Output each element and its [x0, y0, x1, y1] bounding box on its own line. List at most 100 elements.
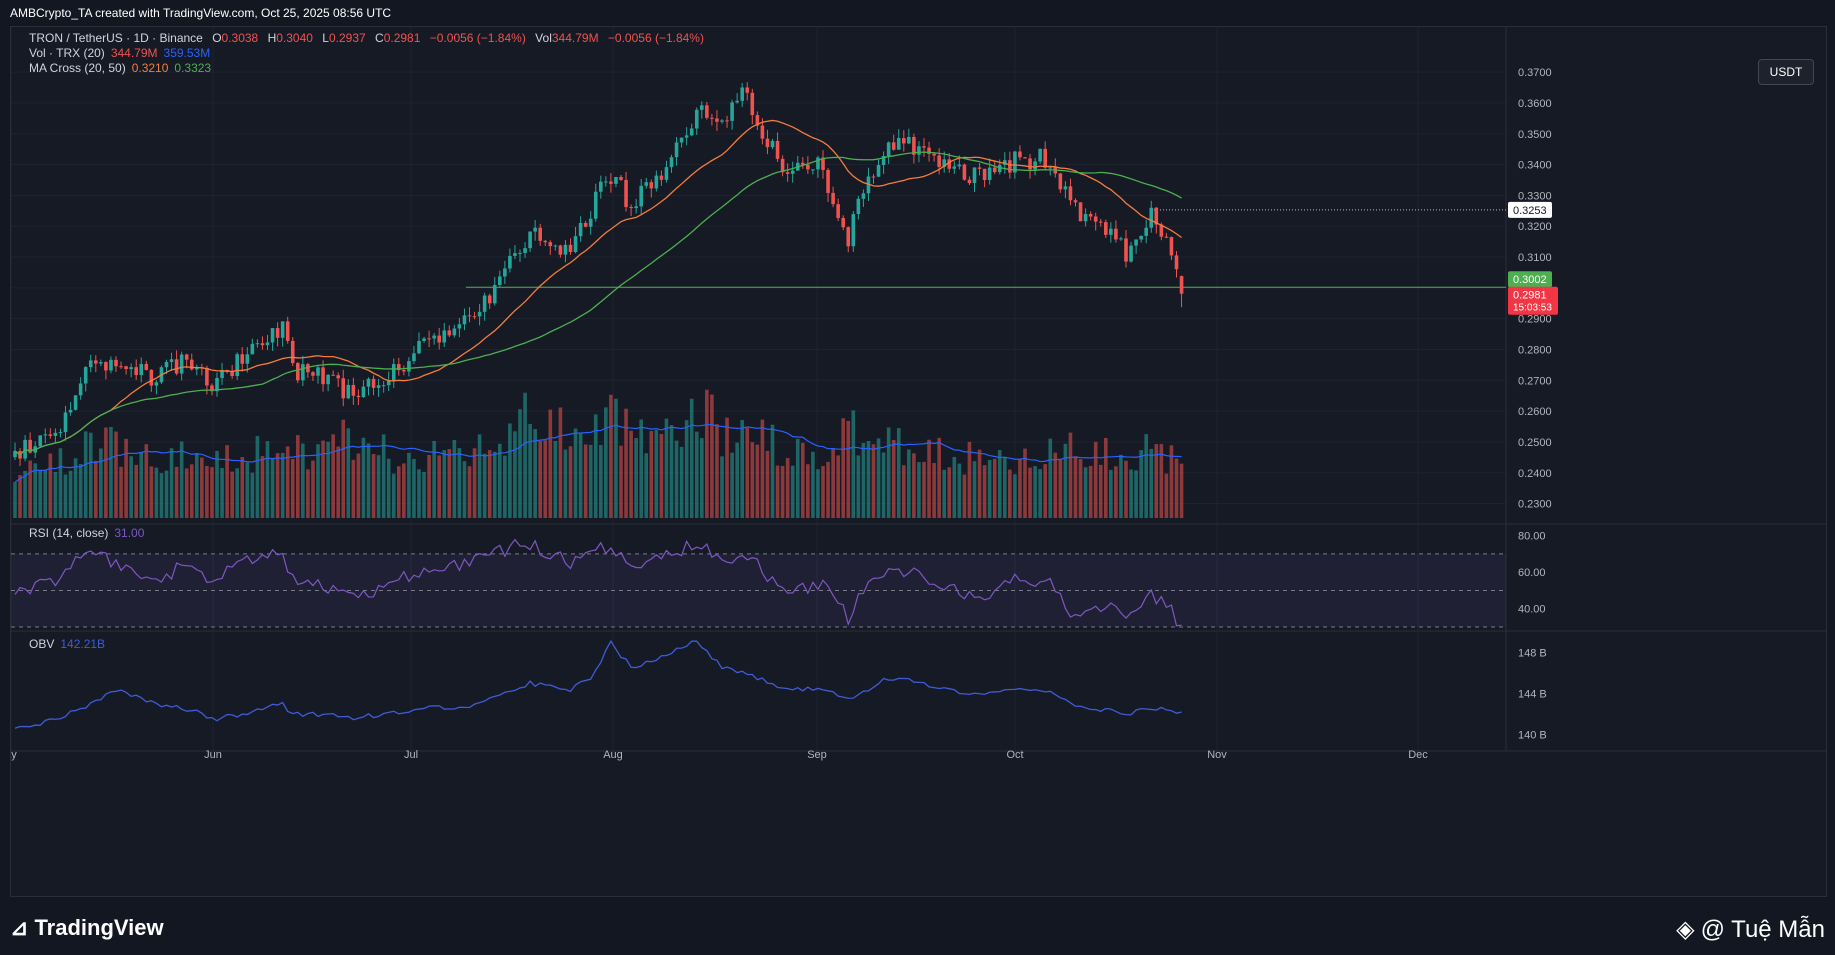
- candle-body: [1058, 173, 1063, 190]
- candle-body: [785, 172, 790, 174]
- candle-body: [1174, 255, 1179, 270]
- candle-body: [1109, 228, 1113, 235]
- obv-pane: [14, 639, 1182, 729]
- candle-body: [290, 340, 295, 364]
- volume-bar: [558, 407, 563, 518]
- candle-body: [801, 162, 805, 165]
- volume-bar: [58, 448, 63, 518]
- candle-body: [745, 87, 750, 93]
- candle-body: [684, 135, 689, 138]
- chart-canvas[interactable]: 0.3700 0.3600 0.3500 0.3400 0.3300 0.3200 0.31…: [11, 27, 1826, 896]
- candle-body: [38, 435, 43, 447]
- ohlc-open: O0.3038: [212, 31, 259, 45]
- volume-bar: [477, 434, 482, 518]
- candle-body: [927, 147, 931, 154]
- dotted-level-tag: 0.3253: [1513, 205, 1547, 217]
- time-tick-label: Dec: [1408, 749, 1428, 761]
- volume-bar: [33, 463, 37, 518]
- volume-bar: [402, 463, 406, 518]
- candle-body: [669, 157, 674, 168]
- candle-body: [871, 176, 876, 178]
- candle-body: [13, 451, 17, 458]
- tradingview-logo[interactable]: ⊿ TradingView: [10, 915, 164, 941]
- price-tick-label: 0.3600: [1518, 98, 1552, 110]
- candle-body: [402, 370, 406, 372]
- volume-bar: [1144, 434, 1148, 518]
- volume-bar: [674, 440, 679, 518]
- volume-bar: [588, 444, 593, 518]
- volume-bar: [922, 461, 926, 518]
- candle-body: [599, 181, 603, 192]
- candle-body: [1073, 200, 1078, 203]
- candle-body: [689, 128, 694, 136]
- candle-body: [331, 374, 335, 376]
- volume-bar: [790, 465, 795, 518]
- candle-body: [1149, 207, 1154, 228]
- candle-body: [851, 214, 856, 247]
- candle-body: [1098, 221, 1103, 223]
- candle-body: [841, 217, 845, 228]
- currency-button[interactable]: USDT: [1758, 59, 1814, 85]
- candle-body: [755, 115, 760, 126]
- volume-bar: [568, 446, 573, 518]
- candle-body: [447, 330, 452, 336]
- volume-bar: [179, 441, 184, 518]
- volume-bar: [169, 448, 174, 518]
- volume-bar: [331, 434, 335, 518]
- candle-body: [896, 138, 901, 150]
- volume-bar: [498, 443, 502, 518]
- candle-body: [129, 367, 133, 370]
- volume-bar: [326, 441, 330, 518]
- volume-bar: [78, 464, 83, 518]
- candle-body: [83, 367, 88, 384]
- candle-body: [230, 371, 234, 377]
- ma20-line: [14, 119, 1182, 456]
- candle-body: [366, 378, 371, 387]
- volume-bar: [1058, 459, 1063, 518]
- volume-bar: [386, 458, 391, 518]
- volume-bar: [548, 409, 553, 518]
- price-tick-label: 0.2600: [1518, 406, 1552, 418]
- chart-container[interactable]: 0.3700 0.3600 0.3500 0.3400 0.3300 0.3200 0.31…: [10, 26, 1827, 897]
- volume-bar: [583, 444, 588, 518]
- candle-body: [568, 244, 573, 252]
- candle-body: [28, 439, 32, 453]
- candle-body: [280, 321, 285, 338]
- candle-body: [856, 198, 861, 215]
- volume-bar: [270, 458, 275, 518]
- volume-bar: [83, 431, 88, 518]
- candle-body: [902, 138, 906, 144]
- volume-bar: [1038, 469, 1042, 518]
- volume-bar: [412, 458, 416, 518]
- volume-bar: [891, 439, 896, 518]
- volume-bar: [225, 445, 229, 518]
- volume-bar: [826, 461, 830, 518]
- obv-legend: OBV 142.21B: [29, 637, 106, 651]
- time-tick-label: Aug: [603, 749, 623, 761]
- support-price-tag-bg: [1508, 271, 1552, 288]
- volume-bar: [1053, 452, 1058, 518]
- volume-bar: [538, 440, 542, 518]
- candle-body: [588, 218, 593, 227]
- time-tick-label: ay: [11, 749, 17, 761]
- volume-bar: [265, 441, 270, 518]
- candle-body: [73, 395, 78, 410]
- volume-bar: [841, 418, 845, 518]
- candle-body: [790, 170, 795, 174]
- candle-body: [462, 315, 467, 325]
- volume-bar: [907, 449, 911, 518]
- volume-bar: [472, 448, 477, 518]
- volume-bar: [634, 438, 638, 518]
- volume-bar: [523, 392, 527, 518]
- candle-body: [937, 155, 941, 167]
- volume-bar: [139, 452, 144, 518]
- candle-body: [472, 316, 477, 318]
- volume-bar: [780, 465, 785, 518]
- volume-bar: [927, 439, 931, 518]
- candle-body: [1078, 202, 1083, 222]
- volume-bar: [311, 460, 315, 518]
- candle-body: [836, 204, 840, 218]
- candle-body: [917, 146, 921, 155]
- candle-body: [1048, 167, 1053, 169]
- candle-body: [134, 367, 138, 376]
